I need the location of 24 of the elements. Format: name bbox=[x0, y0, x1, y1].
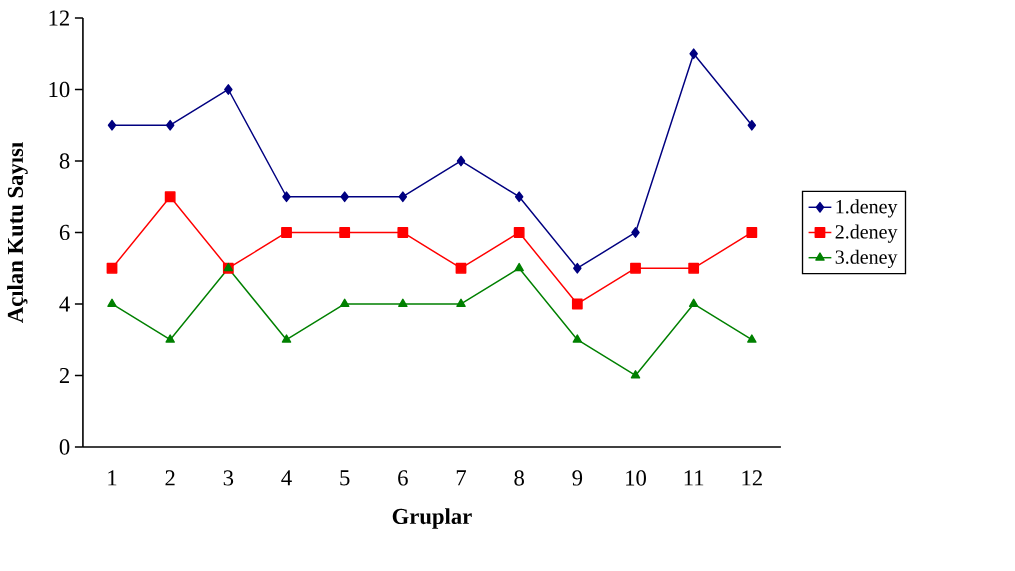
x-tick-label: 2 bbox=[165, 470, 175, 486]
y-tick-label: 2 bbox=[59, 367, 69, 383]
legend-label: 1.deney bbox=[836, 199, 898, 218]
x-tick-label: 4 bbox=[281, 470, 292, 486]
legend-label: 3.deney bbox=[835, 249, 898, 268]
x-tick-label: 11 bbox=[684, 470, 704, 486]
y-tick-label: 8 bbox=[59, 153, 70, 169]
x-tick-label: 1 bbox=[108, 470, 117, 486]
x-tick-label: 8 bbox=[514, 470, 524, 486]
y-tick-label: 12 bbox=[49, 10, 69, 26]
x-axis-title: Gruplar bbox=[392, 508, 472, 529]
y-tick-label: 10 bbox=[49, 81, 70, 98]
x-tick-label: 9 bbox=[572, 470, 583, 486]
y-tick-label: 4 bbox=[59, 296, 70, 312]
y-tick-label: 0 bbox=[59, 439, 70, 455]
x-tick-label: 7 bbox=[456, 470, 467, 486]
x-tick-label: 5 bbox=[340, 470, 350, 486]
y-axis-title: Açılan Kutu Sayısı bbox=[7, 142, 28, 323]
x-tick-label: 3 bbox=[223, 470, 234, 486]
x-tick-label: 10 bbox=[626, 470, 646, 486]
legend-label: 2.deney bbox=[835, 224, 898, 243]
x-tick-label: 6 bbox=[398, 470, 408, 486]
y-tick-label: 6 bbox=[59, 224, 70, 241]
x-tick-label: 12 bbox=[742, 470, 762, 486]
